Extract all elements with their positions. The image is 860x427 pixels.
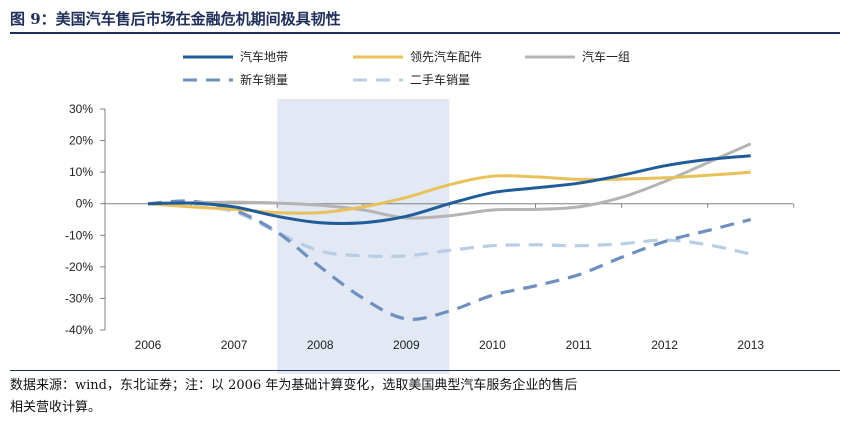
source-divider: [10, 370, 840, 371]
source-note: 数据来源：wind，东北证券；注：以 2006 年为基础计算变化，选取美国典型汽…: [10, 375, 840, 419]
figure-title-row: 图 9：美国汽车售后市场在金融危机期间极具韧性: [10, 6, 840, 34]
series-line-0: [147, 154, 751, 225]
source-line-2: 相关营收计算。: [10, 400, 102, 415]
y-tick-label: -40%: [65, 323, 93, 337]
x-tick-label: 2009: [393, 338, 420, 352]
x-tick-label: 2006: [135, 338, 162, 352]
y-tick-label: 20%: [69, 134, 93, 148]
legend-label-1: 领先汽车配件: [410, 49, 482, 64]
x-tick-label: 2008: [307, 338, 334, 352]
source-line-1: 数据来源：wind，东北证券；注：以 2006 年为基础计算变化，选取美国典型汽…: [10, 378, 578, 393]
x-tick-label: 2010: [479, 338, 506, 352]
series-line-2: [147, 142, 752, 220]
x-axis: 2006 2007 2008 2009 2010 2011 2012 2013: [104, 203, 795, 352]
legend-label-0: 汽车地带: [240, 49, 288, 64]
y-tick-label: 30%: [69, 102, 93, 116]
y-axis: 30% 20% 10% 0% -10% -20% -30% -40%: [65, 102, 106, 337]
legend-label-2: 汽车一组: [582, 49, 630, 64]
legend-label-3: 新车销量: [240, 72, 288, 87]
figure-title: 图 9：美国汽车售后市场在金融危机期间极具韧性: [10, 10, 341, 28]
series-line-4: [147, 202, 752, 259]
y-tick-label: -10%: [65, 228, 93, 242]
legend-label-4: 二手车销量: [410, 72, 470, 87]
y-tick-label: 0%: [76, 197, 94, 211]
x-tick-label: 2011: [566, 338, 592, 352]
x-tick-label: 2012: [651, 338, 678, 352]
y-tick-label: -30%: [65, 291, 93, 305]
y-tick-label: -20%: [65, 260, 93, 274]
y-tick-label: 10%: [69, 165, 93, 179]
x-tick-label: 2007: [221, 338, 248, 352]
series-lines: [147, 142, 752, 321]
highlight-band-2008-2009: [277, 99, 450, 374]
x-tick-label: 2013: [737, 338, 764, 352]
series-line-3: [147, 199, 752, 321]
